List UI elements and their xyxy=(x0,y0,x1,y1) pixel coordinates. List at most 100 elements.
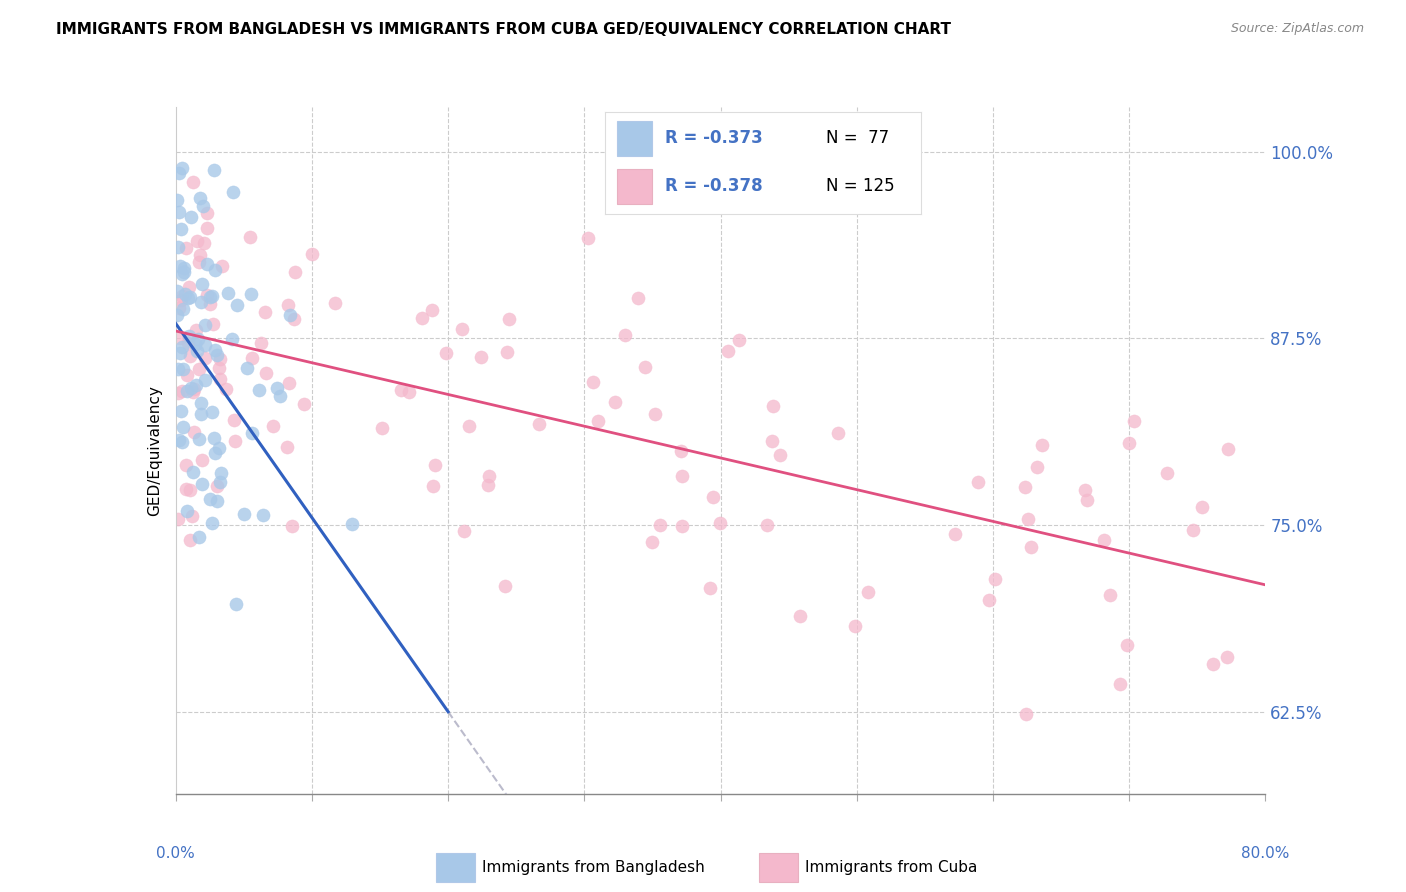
Point xyxy=(169,331,191,345)
Point xyxy=(470,350,492,364)
Point xyxy=(527,417,550,432)
Point xyxy=(205,494,228,508)
Point xyxy=(179,328,201,343)
Point xyxy=(166,284,188,298)
Point xyxy=(411,310,433,325)
Point xyxy=(167,512,190,526)
Point xyxy=(761,434,783,448)
Point xyxy=(222,413,245,427)
Point xyxy=(190,407,212,421)
Point xyxy=(283,311,305,326)
Point xyxy=(1118,436,1140,450)
Text: 0.0%: 0.0% xyxy=(156,847,195,861)
Point xyxy=(187,254,209,268)
Point xyxy=(208,351,231,366)
Point xyxy=(167,385,190,400)
Point xyxy=(176,368,198,382)
Point xyxy=(176,503,198,517)
Point xyxy=(187,432,209,446)
Point xyxy=(1014,480,1036,494)
Point xyxy=(1015,706,1038,721)
Point xyxy=(195,257,218,271)
Point xyxy=(205,349,228,363)
Point xyxy=(183,337,205,351)
Point xyxy=(217,286,239,301)
FancyBboxPatch shape xyxy=(617,169,652,204)
FancyBboxPatch shape xyxy=(759,854,799,881)
Point xyxy=(173,260,195,275)
Point xyxy=(177,336,200,351)
Point xyxy=(211,259,233,273)
Point xyxy=(195,288,218,302)
Point xyxy=(186,234,208,248)
Point xyxy=(281,519,304,533)
Point xyxy=(979,592,1001,607)
Point xyxy=(277,297,299,311)
Point xyxy=(204,263,226,277)
Point xyxy=(179,280,201,294)
Text: Source: ZipAtlas.com: Source: ZipAtlas.com xyxy=(1230,22,1364,36)
Point xyxy=(1031,438,1053,452)
Point xyxy=(200,491,222,506)
Point xyxy=(191,452,214,467)
Point xyxy=(183,384,205,399)
Point xyxy=(247,383,270,397)
Text: IMMIGRANTS FROM BANGLADESH VS IMMIGRANTS FROM CUBA GED/EQUIVALENCY CORRELATION C: IMMIGRANTS FROM BANGLADESH VS IMMIGRANTS… xyxy=(56,22,952,37)
Point xyxy=(254,367,277,381)
Point xyxy=(457,419,479,434)
Point xyxy=(727,334,749,348)
Point xyxy=(174,482,197,496)
Point xyxy=(789,608,811,623)
Point xyxy=(423,458,446,473)
Point xyxy=(193,236,215,251)
Point xyxy=(177,291,200,305)
Point xyxy=(204,343,226,357)
Point xyxy=(188,530,211,544)
Point xyxy=(301,247,323,261)
Point xyxy=(252,508,274,523)
Point xyxy=(239,230,262,244)
Point xyxy=(582,375,605,389)
Point xyxy=(169,259,191,273)
Point xyxy=(170,293,193,308)
Point xyxy=(613,328,636,343)
Point xyxy=(389,383,412,397)
Point xyxy=(762,399,785,413)
Point xyxy=(201,405,224,419)
Point xyxy=(172,267,194,281)
Point xyxy=(166,240,188,254)
Point xyxy=(167,301,190,316)
Point xyxy=(188,248,211,262)
Point xyxy=(194,351,217,366)
Point xyxy=(494,578,516,592)
Point xyxy=(669,444,692,458)
Point xyxy=(240,425,263,440)
Point xyxy=(240,351,263,365)
Point xyxy=(709,516,731,530)
Point xyxy=(844,619,866,633)
Point xyxy=(208,360,231,375)
Point xyxy=(166,361,188,376)
Point xyxy=(167,433,190,447)
Point xyxy=(193,338,215,352)
Point xyxy=(603,394,626,409)
Point xyxy=(184,378,207,392)
Point xyxy=(179,349,201,363)
Point xyxy=(576,231,599,245)
Point xyxy=(262,419,284,434)
Point xyxy=(769,448,792,462)
Y-axis label: GED/Equivalency: GED/Equivalency xyxy=(146,385,162,516)
Point xyxy=(422,479,444,493)
Point xyxy=(170,404,193,418)
Point xyxy=(208,372,231,386)
Point xyxy=(193,199,215,213)
Point xyxy=(173,287,195,301)
Point xyxy=(1019,540,1042,554)
Point xyxy=(204,446,226,460)
Point xyxy=(627,291,650,305)
Point xyxy=(453,524,475,538)
Text: 80.0%: 80.0% xyxy=(1241,847,1289,861)
Point xyxy=(172,361,194,376)
Point xyxy=(1076,493,1098,508)
Point xyxy=(181,176,204,190)
